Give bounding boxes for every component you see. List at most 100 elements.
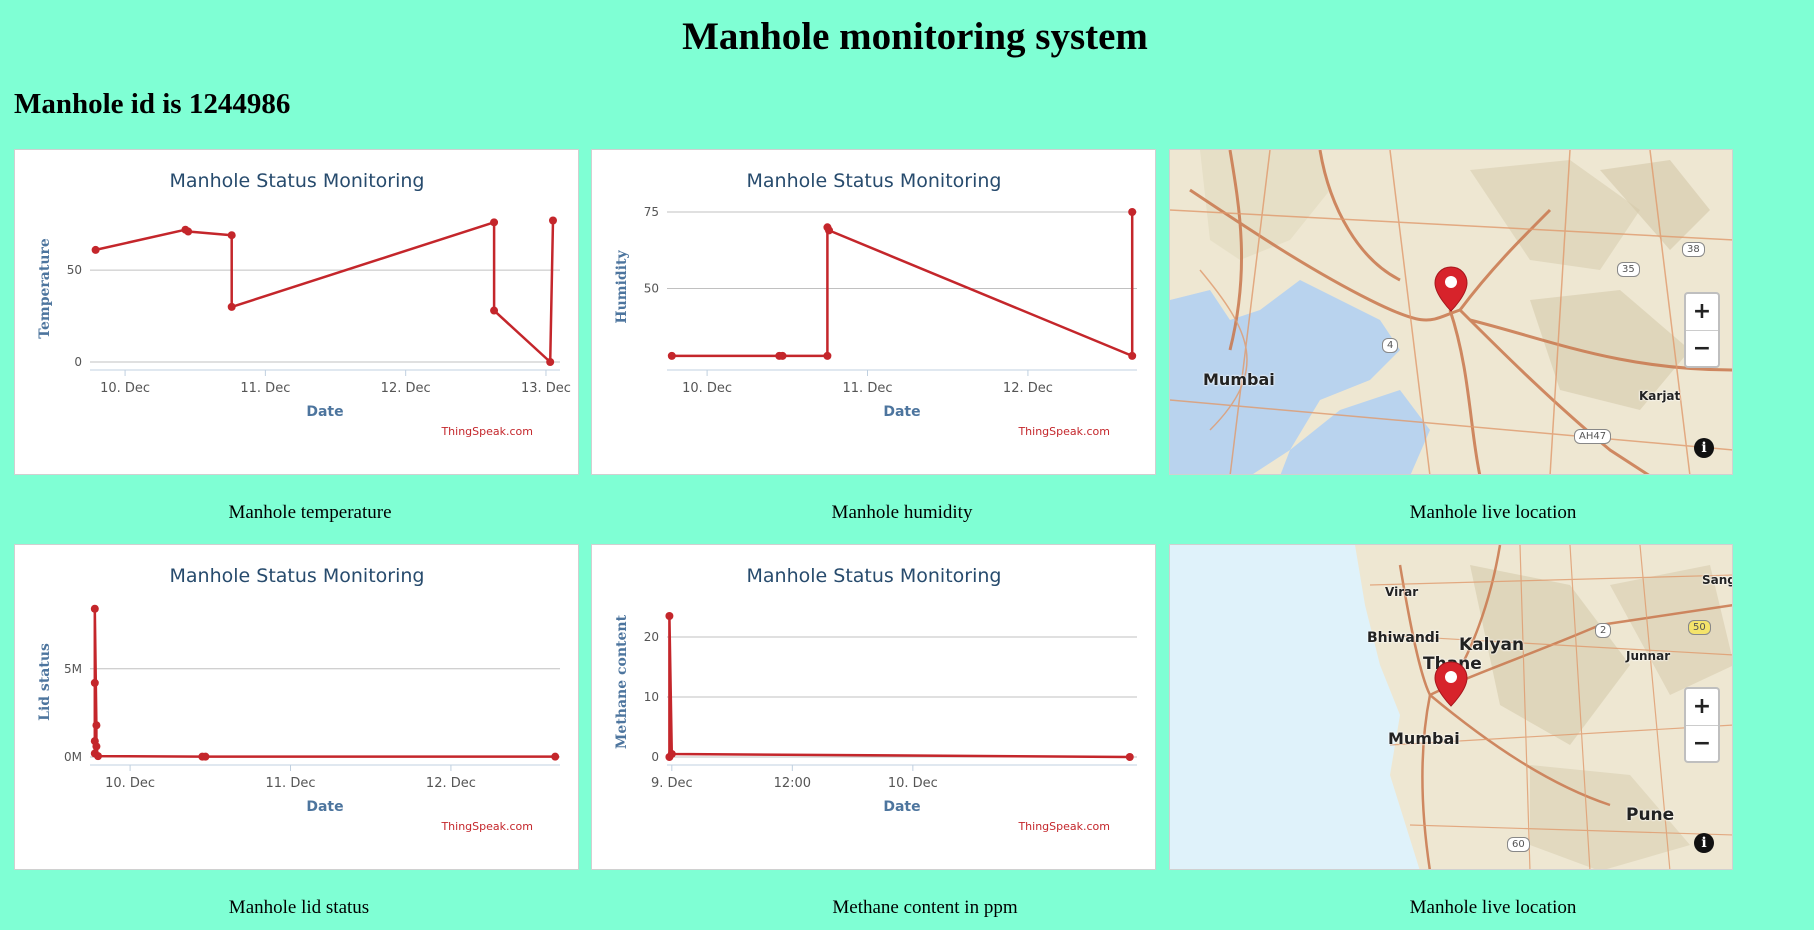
data-point bbox=[825, 226, 834, 235]
x-axis-title: Date bbox=[306, 404, 343, 420]
caption-humidity: Manhole humidity bbox=[831, 502, 973, 523]
data-point bbox=[92, 721, 101, 730]
location-pin-icon[interactable] bbox=[1433, 660, 1469, 708]
x-tick-label: 11. Dec bbox=[266, 776, 316, 791]
chart-title: Manhole Status Monitoring bbox=[170, 565, 425, 587]
series-line bbox=[93, 607, 556, 758]
info-icon[interactable]: i bbox=[1694, 438, 1714, 458]
methane-chart: Manhole Status Monitoring 0 10 20 9. Dec 12:0… bbox=[614, 565, 1137, 833]
zoom-out-button[interactable]: − bbox=[1692, 731, 1712, 756]
y-tick-label: 0 bbox=[74, 355, 82, 369]
x-tick-label: 11. Dec bbox=[240, 381, 290, 396]
map-label-virar: Virar bbox=[1385, 585, 1419, 599]
data-point bbox=[823, 351, 832, 360]
data-point bbox=[546, 358, 555, 366]
x-tick-label: 10. Dec bbox=[100, 381, 150, 396]
x-tick-label: 12. Dec bbox=[1003, 381, 1053, 396]
lid-status-chart-panel[interactable]: Manhole Status Monitoring 0M 5M 10. Dec 11. … bbox=[14, 544, 579, 870]
map-label-bhiwandi: Bhiwandi bbox=[1367, 630, 1440, 646]
info-icon[interactable]: i bbox=[1694, 833, 1714, 853]
series-line bbox=[668, 614, 1130, 759]
data-point bbox=[1125, 753, 1134, 761]
caption-lid-status: Manhole lid status bbox=[228, 897, 370, 918]
x-tick-label: 12:00 bbox=[774, 776, 811, 791]
data-point bbox=[92, 742, 101, 751]
map-2-zoom-control: + − bbox=[1684, 687, 1720, 763]
methane-chart-panel[interactable]: Manhole Status Monitoring 0 10 20 9. Dec 12:0… bbox=[591, 544, 1156, 870]
road-shield-50: 50 bbox=[1688, 620, 1711, 635]
x-tick-label: 10. Dec bbox=[888, 776, 938, 791]
y-tick-label: 75 bbox=[644, 205, 659, 219]
data-point bbox=[1128, 208, 1137, 216]
road-shield-ah47: AH47 bbox=[1574, 429, 1612, 444]
x-axis-title: Date bbox=[883, 799, 920, 815]
road-shield-35: 35 bbox=[1617, 262, 1640, 277]
data-point bbox=[548, 216, 557, 225]
humidity-chart-panel[interactable]: Manhole Status Monitoring 50 75 10. Dec 11. … bbox=[591, 149, 1156, 475]
temperature-chart-panel[interactable]: Manhole Status Monitoring 0 50 10. Dec 11. D… bbox=[14, 149, 579, 475]
data-point bbox=[91, 245, 100, 254]
x-tick-label: 13. Dec bbox=[521, 381, 571, 396]
y-tick-label: 10 bbox=[644, 690, 659, 704]
data-point bbox=[227, 302, 236, 311]
live-location-map-2[interactable]: Virar Bhiwandi Kalyan Thane Mumbai Junna… bbox=[1169, 544, 1733, 870]
data-point bbox=[90, 678, 99, 687]
x-tick-label: 10. Dec bbox=[682, 381, 732, 396]
chart-credit: ThingSpeak.com bbox=[440, 820, 533, 833]
data-point bbox=[667, 750, 676, 758]
y-tick-label: 50 bbox=[67, 263, 82, 277]
data-point bbox=[94, 752, 103, 761]
x-axis-title: Date bbox=[883, 404, 920, 420]
x-tick-label: 12. Dec bbox=[426, 776, 476, 791]
y-tick-label: 0M bbox=[64, 750, 82, 764]
map-label-pune: Pune bbox=[1626, 805, 1675, 825]
y-axis-title: Methane content bbox=[614, 614, 630, 749]
road-shield-2: 2 bbox=[1595, 623, 1612, 638]
data-point bbox=[227, 231, 236, 240]
caption-location-1: Manhole live location bbox=[1409, 502, 1577, 523]
caption-temperature: Manhole temperature bbox=[228, 502, 392, 523]
series-line bbox=[671, 212, 1134, 358]
map-label-kalyan: Kalyan bbox=[1459, 635, 1525, 655]
caption-methane: Methane content in ppm bbox=[832, 897, 1018, 918]
data-point bbox=[490, 218, 499, 227]
chart-credit: ThingSpeak.com bbox=[440, 425, 533, 438]
y-tick-label: 50 bbox=[644, 282, 659, 296]
location-pin-icon[interactable] bbox=[1433, 265, 1469, 313]
y-axis-title: Lid status bbox=[37, 643, 53, 721]
chart-title: Manhole Status Monitoring bbox=[747, 170, 1002, 192]
y-axis-title: Humidity bbox=[614, 250, 630, 324]
y-tick-label: 0 bbox=[651, 750, 659, 764]
chart-credit: ThingSpeak.com bbox=[1017, 425, 1110, 438]
live-location-map-1[interactable]: Mumbai Karjat 4 35 38 AH47 + − i bbox=[1169, 149, 1733, 475]
road-shield-60: 60 bbox=[1507, 837, 1530, 852]
x-tick-label: 10. Dec bbox=[105, 776, 155, 791]
map-1-terrain bbox=[1170, 150, 1732, 474]
y-tick-label: 5M bbox=[64, 662, 82, 676]
zoom-out-button[interactable]: − bbox=[1692, 336, 1712, 361]
data-point bbox=[184, 227, 193, 236]
data-point bbox=[665, 612, 674, 620]
zoom-in-button[interactable]: + bbox=[1686, 689, 1718, 726]
series-line bbox=[95, 220, 555, 364]
caption-location-2: Manhole live location bbox=[1409, 897, 1577, 918]
zoom-in-button[interactable]: + bbox=[1686, 294, 1718, 331]
chart-credit: ThingSpeak.com bbox=[1017, 820, 1110, 833]
map-2-terrain bbox=[1170, 545, 1732, 869]
x-tick-label: 12. Dec bbox=[381, 381, 431, 396]
map-label-mumbai: Mumbai bbox=[1388, 729, 1460, 748]
data-point bbox=[201, 752, 210, 761]
data-point bbox=[1128, 351, 1137, 360]
data-point bbox=[90, 604, 99, 613]
manhole-id-heading: Manhole id is 1244986 bbox=[14, 88, 291, 120]
map-label-mumbai: Mumbai bbox=[1203, 370, 1275, 389]
map-label-junnar: Junnar bbox=[1626, 649, 1671, 663]
chart-title: Manhole Status Monitoring bbox=[170, 170, 425, 192]
data-point bbox=[778, 351, 787, 360]
road-shield-4: 4 bbox=[1382, 338, 1399, 353]
y-tick-label: 20 bbox=[644, 630, 659, 644]
road-shield-38: 38 bbox=[1682, 242, 1705, 257]
data-point bbox=[667, 351, 676, 360]
x-tick-label: 9. Dec bbox=[651, 776, 693, 791]
y-axis-title: Temperature bbox=[37, 238, 53, 339]
